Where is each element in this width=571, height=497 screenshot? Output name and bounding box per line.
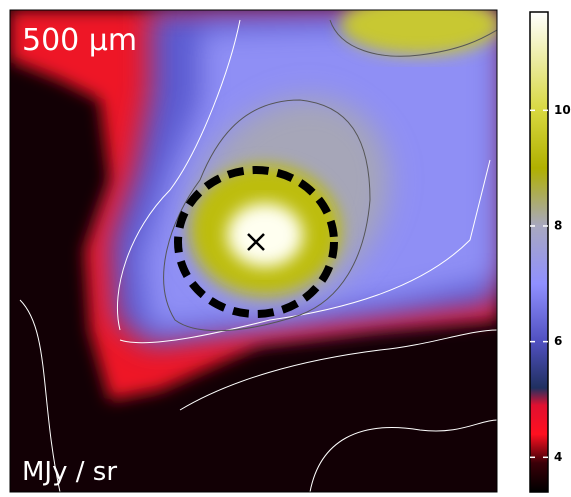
colorbar: 4 6 8 10 (529, 11, 571, 493)
colorbar-tick-label: 8 (554, 218, 562, 232)
colorbar-bar (529, 11, 549, 493)
colorbar-tick-label: 4 (554, 450, 562, 464)
unit-label: MJy / sr (22, 457, 117, 487)
map-frame (9, 9, 498, 493)
colorbar-tick-label: 6 (554, 334, 562, 348)
map-title: 500 μm (22, 23, 137, 58)
colorbar-tick-label: 10 (554, 103, 571, 117)
map-image (10, 10, 497, 492)
